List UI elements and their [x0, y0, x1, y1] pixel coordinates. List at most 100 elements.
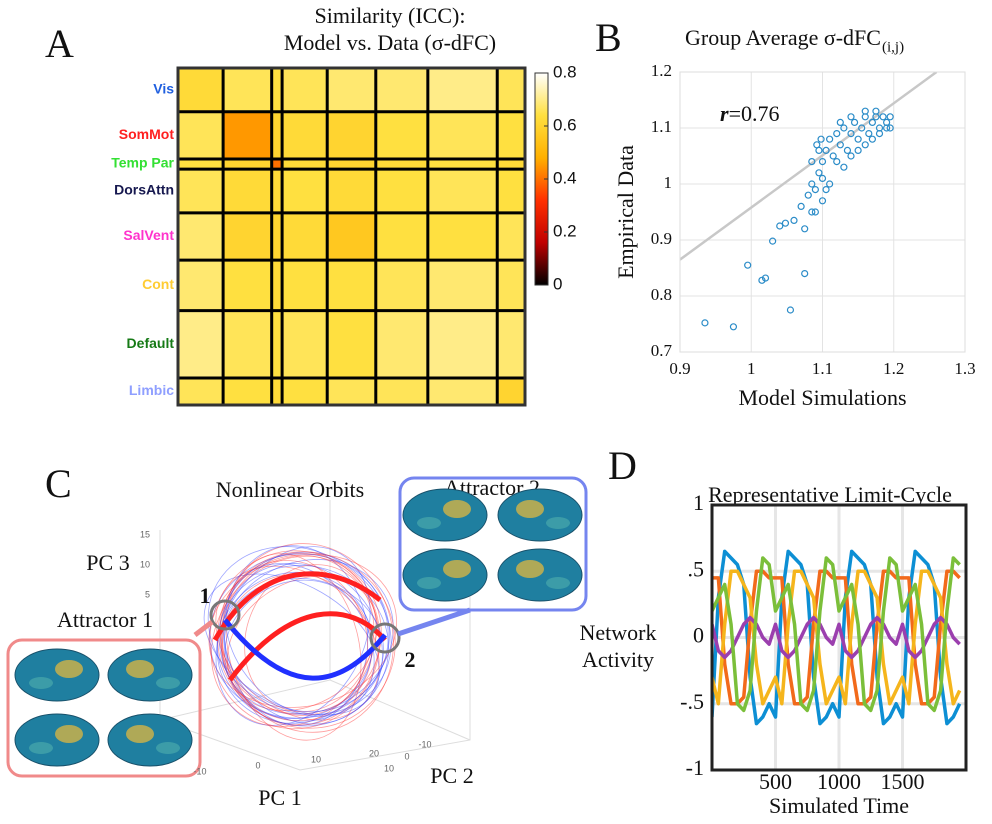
- y-tick-label: 0.9: [651, 229, 672, 248]
- orbit: [217, 551, 396, 729]
- chart-title: Representative Limit-Cycle: [708, 482, 952, 507]
- category-label: Cont: [142, 276, 174, 292]
- brain-region: [443, 500, 471, 518]
- x-tick-label: 0.9: [669, 359, 690, 378]
- scatter-point: [886, 113, 894, 121]
- scatter-point: [818, 197, 827, 205]
- annotation-symbol: r: [720, 101, 729, 126]
- heatmap-cell: [497, 378, 525, 405]
- y-axis-label: Activity: [582, 647, 654, 672]
- heatmap-cell: [223, 378, 272, 405]
- heatmap-cell: [178, 212, 224, 261]
- chart-title: Model vs. Data (σ-dFC): [284, 30, 496, 55]
- axis-tick-label: 10: [140, 559, 150, 569]
- orbit: [210, 555, 377, 727]
- x-tick-label: 500: [759, 769, 792, 794]
- heatmap-cell: [271, 158, 283, 170]
- fit-line: [680, 72, 938, 261]
- orbit: [225, 563, 375, 717]
- category-label: Temp Par: [111, 155, 174, 171]
- axis-tick-label: 0: [404, 751, 409, 761]
- scatter-point: [875, 130, 884, 138]
- scatter-point: [879, 113, 887, 121]
- heatmap-cell: [178, 260, 224, 311]
- scatter-point: [804, 191, 812, 199]
- heatmap-cell: [178, 310, 224, 379]
- brain-region: [156, 742, 180, 754]
- brain-region: [29, 742, 53, 754]
- heatmap-cell: [375, 378, 428, 405]
- heatmap-cell: [327, 310, 376, 379]
- axis-tick-label: -10: [418, 739, 431, 749]
- scatter-point: [818, 174, 827, 182]
- heatmap-cell: [178, 68, 224, 112]
- scatter-point: [886, 124, 894, 132]
- plot-frame: [679, 71, 966, 353]
- scatter-point: [883, 124, 891, 132]
- heatmap-cell: [375, 158, 428, 170]
- scatter-point: [836, 141, 844, 149]
- brain-region: [126, 725, 154, 743]
- heatmap-cell: [427, 169, 498, 213]
- axis-tick-label: 10: [311, 754, 321, 764]
- heatmap-cell: [178, 378, 224, 405]
- heatmap-cell: [223, 158, 272, 170]
- attractor-label: Attractor 1: [57, 607, 153, 632]
- heatmap-cell: [178, 169, 224, 213]
- y-tick-label: 0.7: [651, 341, 673, 360]
- heatmap-cell: [223, 111, 272, 159]
- brain-region: [516, 500, 544, 518]
- annotation: r=0.76: [720, 101, 779, 126]
- heatmap-cell: [427, 68, 498, 112]
- scatter-point: [826, 180, 834, 188]
- chart-title: Similarity (ICC):: [315, 3, 466, 28]
- heatmap-cell: [223, 260, 272, 311]
- brain-region: [55, 660, 83, 678]
- panel-letter: C: [45, 461, 72, 506]
- scatter-point: [797, 202, 805, 210]
- category-label: Default: [127, 335, 175, 351]
- attractor-box: [6, 638, 202, 778]
- orbit: [225, 553, 362, 741]
- heatmap-cell: [282, 378, 328, 405]
- y-axis-label: Network: [580, 620, 657, 645]
- orbit: [244, 564, 375, 713]
- brain-region: [417, 517, 441, 529]
- heatmap-frame: [176, 66, 527, 407]
- scatter-point: [854, 146, 862, 154]
- panel-letter: B: [595, 15, 622, 60]
- heatmap-cell: [178, 111, 224, 159]
- scatter-point: [744, 261, 752, 269]
- x-tick-label: 1: [747, 359, 756, 378]
- category-label: SalVent: [123, 227, 174, 243]
- heatmap-cell: [427, 111, 498, 159]
- heatmap-cell: [282, 310, 328, 379]
- scatter-point: [769, 237, 777, 245]
- attractor-box: [398, 476, 588, 612]
- annotation-value: =0.76: [729, 101, 780, 126]
- heatmap-cell: [497, 169, 525, 213]
- scatter-point: [833, 158, 841, 166]
- attractor-number: 1: [200, 583, 211, 608]
- scatter-point: [729, 323, 738, 331]
- panel-letter: D: [608, 443, 637, 488]
- heatmap-cell: [271, 310, 283, 379]
- scatter-point: [858, 124, 866, 132]
- scatter-point: [847, 113, 855, 121]
- heatmap-cell: [282, 169, 328, 213]
- heatmap-cell: [327, 68, 376, 112]
- scatter-point: [868, 135, 876, 143]
- scatter-point: [865, 130, 873, 138]
- scatter-point: [850, 118, 859, 127]
- heatmap-cell: [327, 169, 376, 213]
- scatter-point: [840, 124, 848, 132]
- scatter-point: [847, 130, 855, 138]
- scatter-point: [808, 158, 816, 166]
- category-label: Vis: [153, 81, 174, 97]
- x-tick-label: 1.3: [954, 359, 975, 378]
- brain: [14, 648, 100, 702]
- heatmap-cell: [271, 378, 283, 405]
- scatter-point: [861, 107, 869, 115]
- panel-letter: A: [45, 21, 74, 66]
- orbit-highlight: [212, 571, 382, 642]
